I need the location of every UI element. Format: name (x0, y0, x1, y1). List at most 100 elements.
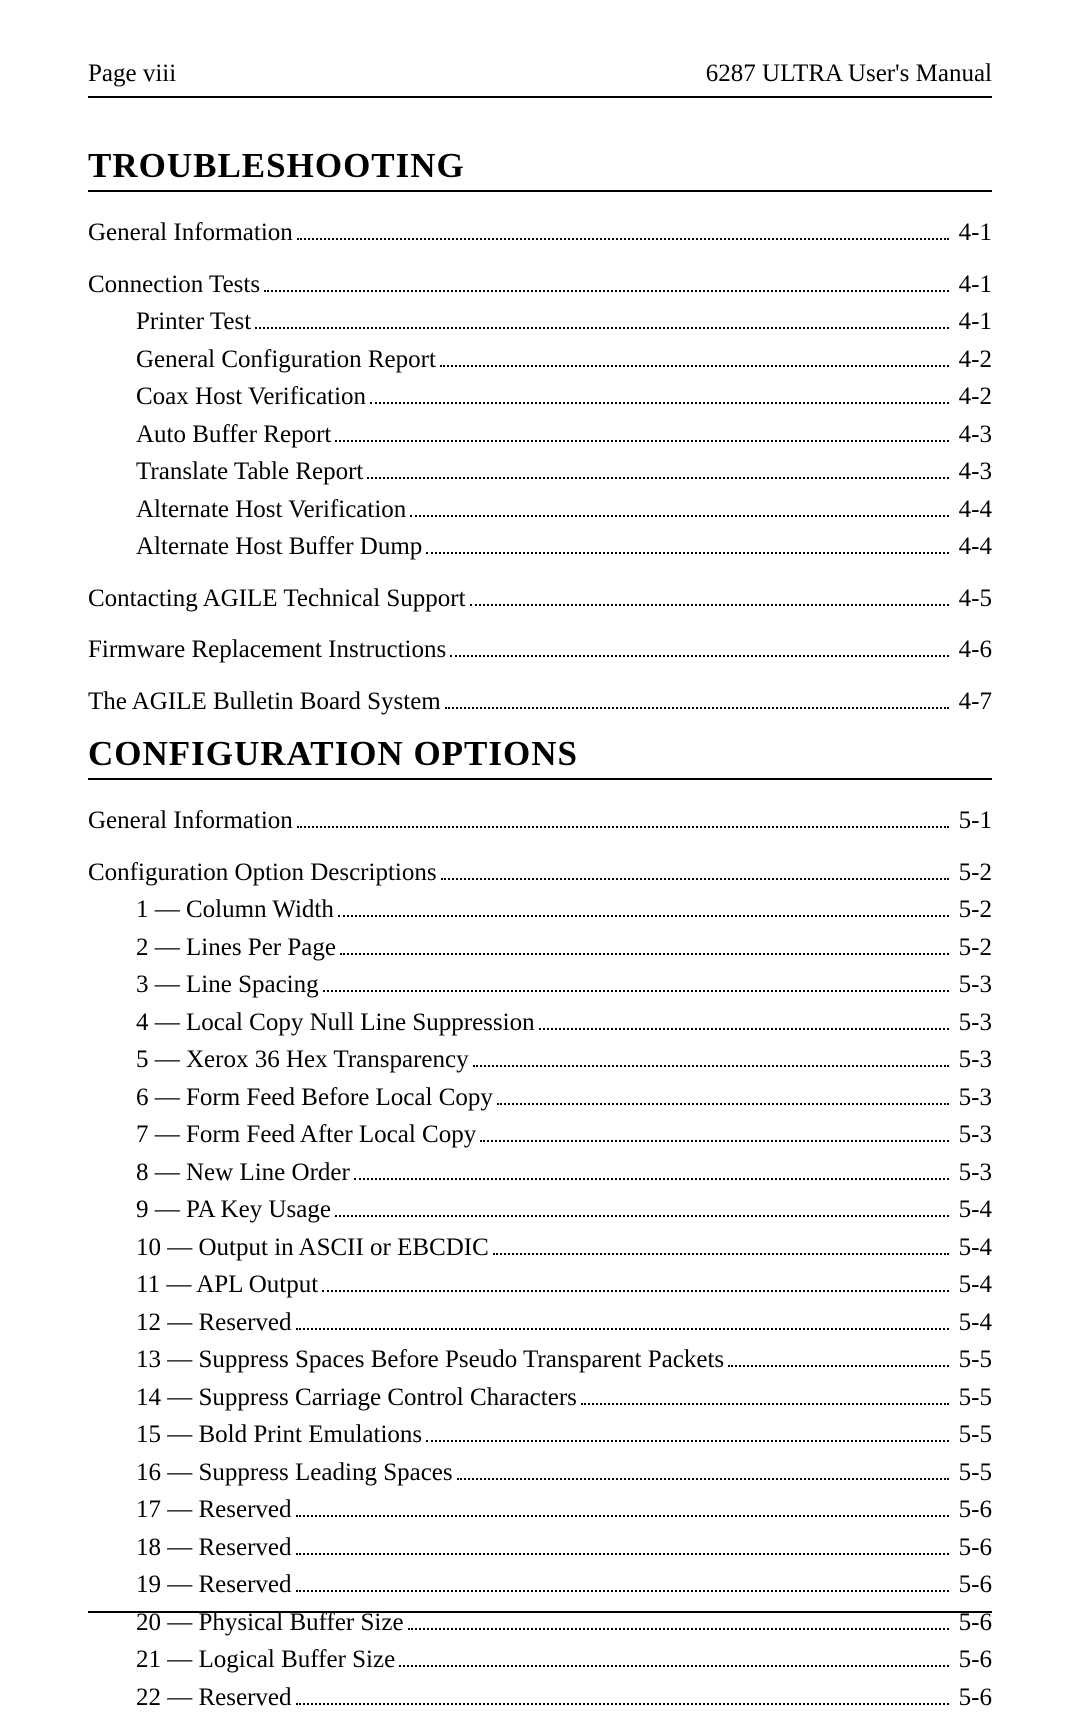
toc-entry-label: Alternate Host Buffer Dump (136, 528, 422, 566)
toc-entry-label: 14 — Suppress Carriage Control Character… (136, 1379, 577, 1417)
toc-leader (354, 1177, 949, 1180)
toc-entry-page: 5-5 (953, 1454, 992, 1492)
toc-entry-label: 8 — New Line Order (136, 1154, 350, 1192)
toc-leader (445, 706, 949, 709)
toc-entry-page: 5-5 (953, 1379, 992, 1417)
toc-group: Contacting AGILE Technical Support 4-5 (88, 580, 992, 618)
toc-entry: Printer Test4-1 (136, 303, 992, 341)
toc-entry: Alternate Host Verification4-4 (136, 491, 992, 529)
toc-leader (297, 825, 949, 828)
toc-entry-label: 6 — Form Feed Before Local Copy (136, 1079, 493, 1117)
toc-entry: Translate Table Report4-3 (136, 453, 992, 491)
toc-entry: 14 — Suppress Carriage Control Character… (136, 1379, 992, 1417)
toc-body: TROUBLESHOOTINGGeneral Information4-1Con… (88, 146, 992, 1716)
section-heading: CONFIGURATION OPTIONS (88, 734, 992, 780)
toc-entry-label: 5 — Xerox 36 Hex Transparency (136, 1041, 469, 1079)
toc-entry-label: 21 — Logical Buffer Size (136, 1641, 395, 1679)
toc-entry-label: 22 — Reserved (136, 1679, 292, 1716)
toc-leader (493, 1252, 949, 1255)
toc-leader (370, 401, 949, 404)
toc-entry-page: 5-3 (953, 966, 992, 1004)
toc-group: Configuration Option Descriptions5-21 — … (88, 854, 992, 1716)
toc-entry-label: 9 — PA Key Usage (136, 1191, 331, 1229)
toc-entry-page: 5-2 (953, 891, 992, 929)
toc-entry-page: 4-5 (953, 580, 992, 618)
toc-entry: 1 — Column Width5-2 (136, 891, 992, 929)
toc-entry: Contacting AGILE Technical Support 4-5 (88, 580, 992, 618)
toc-entry: Configuration Option Descriptions5-2 (88, 854, 992, 892)
toc-entry-page: 5-3 (953, 1079, 992, 1117)
toc-entry-page: 5-5 (953, 1341, 992, 1379)
toc-leader (450, 654, 948, 657)
toc-entry: Coax Host Verification4-2 (136, 378, 992, 416)
toc-entry-page: 4-1 (953, 303, 992, 341)
toc-entry-page: 5-6 (953, 1604, 992, 1642)
toc-entry-label: 2 — Lines Per Page (136, 929, 336, 967)
toc-leader (581, 1402, 949, 1405)
toc-entry-label: 19 — Reserved (136, 1566, 292, 1604)
toc-entry: 22 — Reserved5-6 (136, 1679, 992, 1716)
toc-leader (408, 1627, 949, 1630)
toc-entry-label: 11 — APL Output (136, 1266, 318, 1304)
toc-entry-label: Connection Tests (88, 266, 260, 304)
toc-entry: 7 — Form Feed After Local Copy 5-3 (136, 1116, 992, 1154)
toc-entry-label: 3 — Line Spacing (136, 966, 319, 1004)
toc-entry-label: 15 — Bold Print Emulations (136, 1416, 422, 1454)
toc-entry-page: 5-3 (953, 1116, 992, 1154)
toc-leader (296, 1552, 949, 1555)
toc-entry: 12 — Reserved5-4 (136, 1304, 992, 1342)
toc-entry-page: 5-6 (953, 1529, 992, 1567)
toc-entry-label: 18 — Reserved (136, 1529, 292, 1567)
toc-leader (441, 877, 949, 880)
toc-entry-label: General Information (88, 802, 293, 840)
toc-leader (470, 603, 949, 606)
toc-entry: 11 — APL Output 5-4 (136, 1266, 992, 1304)
toc-entry: 2 — Lines Per Page 5-2 (136, 929, 992, 967)
toc-leader (473, 1064, 949, 1067)
toc-leader (335, 439, 948, 442)
toc-entry-label: 13 — Suppress Spaces Before Pseudo Trans… (136, 1341, 724, 1379)
toc-entry: Alternate Host Buffer Dump4-4 (136, 528, 992, 566)
toc-entry-page: 4-1 (953, 214, 992, 252)
toc-entry-label: Coax Host Verification (136, 378, 366, 416)
toc-entry-page: 5-4 (953, 1229, 992, 1267)
toc-entry-label: Contacting AGILE Technical Support (88, 580, 466, 618)
toc-entry: 21 — Logical Buffer Size5-6 (136, 1641, 992, 1679)
toc-entry-page: 4-6 (953, 631, 992, 669)
toc-entry: General Information 4-1 (88, 214, 992, 252)
toc-leader (497, 1102, 949, 1105)
toc-entry: 8 — New Line Order5-3 (136, 1154, 992, 1192)
toc-leader (426, 1439, 949, 1442)
toc-leader (539, 1027, 949, 1030)
toc-leader (426, 551, 948, 554)
toc-entry-page: 5-2 (953, 854, 992, 892)
toc-leader (264, 289, 949, 292)
toc-entry-page: 4-3 (953, 453, 992, 491)
toc-entry-label: 12 — Reserved (136, 1304, 292, 1342)
toc-leader (296, 1702, 949, 1705)
toc-leader (367, 476, 948, 479)
toc-entry-page: 5-2 (953, 929, 992, 967)
toc-entry: 5 — Xerox 36 Hex Transparency 5-3 (136, 1041, 992, 1079)
toc-entry: The AGILE Bulletin Board System4-7 (88, 683, 992, 721)
toc-entry-label: General Information (88, 214, 293, 252)
toc-entry-page: 4-3 (953, 416, 992, 454)
toc-entry-page: 4-4 (953, 491, 992, 529)
toc-entry: Connection Tests4-1 (88, 266, 992, 304)
toc-entry-page: 5-6 (953, 1491, 992, 1529)
toc-entry: 18 — Reserved 5-6 (136, 1529, 992, 1567)
toc-leader (457, 1477, 949, 1480)
toc-entry-page: 5-4 (953, 1266, 992, 1304)
toc-entry-page: 5-3 (953, 1041, 992, 1079)
toc-entry: General Information5-1 (88, 802, 992, 840)
toc-group: Connection Tests4-1Printer Test4-1Genera… (88, 266, 992, 566)
toc-entry: 15 — Bold Print Emulations5-5 (136, 1416, 992, 1454)
toc-entry-label: 20 — Physical Buffer Size (136, 1604, 404, 1642)
toc-entry-label: Firmware Replacement Instructions (88, 631, 446, 669)
toc-entry-label: 7 — Form Feed After Local Copy (136, 1116, 476, 1154)
toc-leader (296, 1327, 949, 1330)
page: Page viii 6287 ULTRA User's Manual TROUB… (0, 0, 1080, 1669)
page-header: Page viii 6287 ULTRA User's Manual (88, 60, 992, 98)
toc-entry-page: 5-4 (953, 1191, 992, 1229)
toc-entry-page: 5-3 (953, 1004, 992, 1042)
